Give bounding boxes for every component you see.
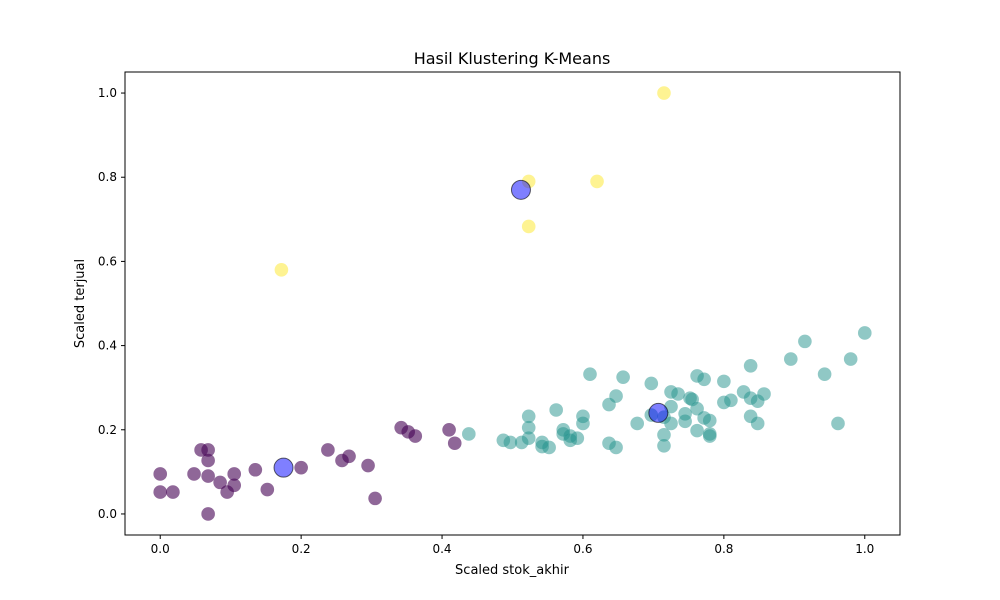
cluster-0-point: [442, 422, 456, 437]
cluster-1-point: [657, 428, 671, 442]
x-tick-label: 0.2: [292, 542, 311, 556]
cluster-1-point: [831, 416, 845, 431]
chart-title: Hasil Klustering K-Means: [414, 49, 611, 68]
y-tick-label: 0.4: [98, 339, 117, 353]
cluster-1-point: [702, 413, 717, 428]
cluster-0-point: [187, 467, 201, 481]
cluster-1-point: [743, 358, 758, 373]
cluster-1-point: [678, 406, 692, 421]
cluster-1-point: [644, 376, 659, 391]
cluster-2-point: [657, 86, 671, 100]
cluster-0-point: [361, 458, 375, 473]
cluster-0-point: [213, 475, 227, 490]
x-tick-label: 1.0: [855, 542, 874, 556]
cluster-0-point: [201, 443, 215, 457]
cluster-0-point: [342, 449, 356, 464]
centroid-point: [510, 179, 531, 200]
cluster-1-point: [521, 409, 536, 424]
cluster-1-point: [798, 334, 812, 349]
y-axis-label: Scaled terjual: [73, 259, 88, 348]
cluster-1-point: [583, 367, 597, 382]
x-tick-label: 0.6: [573, 542, 592, 556]
cluster-2-point: [274, 263, 289, 277]
cluster-1-point: [570, 431, 585, 445]
x-tick-label: 0.8: [714, 542, 733, 556]
cluster-0-point: [166, 485, 180, 499]
cluster-1-point: [657, 438, 671, 453]
cluster-1-point: [857, 326, 872, 340]
cluster-0-point: [227, 478, 242, 493]
cluster-1-point: [750, 416, 765, 431]
plot-area: [125, 72, 900, 535]
cluster-0-point: [153, 485, 168, 499]
y-tick-label: 0.2: [98, 423, 117, 437]
cluster-1-point: [576, 416, 590, 431]
x-tick-label: 0.4: [432, 542, 451, 556]
x-tick-label: 0.0: [151, 542, 170, 556]
cluster-1-point: [783, 352, 798, 366]
cluster-1-point: [609, 440, 623, 455]
y-tick-label: 0.8: [98, 170, 117, 184]
cluster-0-point: [201, 469, 215, 483]
y-tick-label: 0.0: [98, 507, 117, 521]
data-points: [153, 86, 872, 521]
cluster-0-point: [227, 467, 242, 481]
cluster-1-point: [757, 387, 771, 401]
cluster-0-point: [294, 460, 308, 475]
cluster-1-point: [671, 387, 685, 401]
cluster-1-point: [724, 393, 738, 408]
cluster-1-point: [690, 401, 704, 416]
cluster-0-point: [201, 507, 215, 521]
cluster-0-point: [201, 453, 215, 468]
cluster-1-point: [717, 374, 731, 389]
cluster-0-point: [260, 482, 275, 497]
cluster-2-point: [521, 219, 536, 234]
cluster-1-point: [664, 416, 678, 431]
cluster-1-point: [630, 416, 645, 431]
cluster-1-point: [697, 372, 711, 387]
x-axis-ticks: 0.0 0.2 0.4 0.6 0.8 1.0: [151, 535, 874, 556]
cluster-1-point: [616, 370, 630, 384]
cluster-1-point: [843, 352, 858, 366]
cluster-1-point: [462, 427, 476, 441]
cluster-1-point: [702, 429, 717, 443]
y-axis-ticks: 0.0 0.2 0.4 0.6 0.8 1.0: [98, 86, 125, 521]
cluster-1-point: [690, 423, 704, 438]
plot-frame: [124, 71, 901, 536]
cluster-0-point: [447, 436, 462, 451]
centroid-point: [648, 402, 669, 423]
cluster-1-point: [521, 420, 536, 435]
cluster-0-point: [321, 443, 335, 457]
cluster-1-point: [609, 389, 623, 403]
cluster-0-point: [368, 491, 382, 506]
x-axis-label: Scaled stok_akhir: [455, 563, 570, 578]
cluster-1-point: [549, 403, 563, 417]
cluster-1-point: [542, 440, 556, 455]
centroid-point: [273, 457, 294, 478]
y-tick-label: 0.6: [98, 254, 117, 268]
cluster-0-point: [153, 467, 168, 481]
y-tick-label: 1.0: [98, 86, 117, 100]
cluster-0-point: [408, 429, 423, 443]
cluster-0-point: [248, 462, 263, 477]
cluster-1-point: [521, 431, 536, 445]
cluster-2-point: [590, 174, 604, 189]
centroid-points: [273, 179, 669, 478]
cluster-1-point: [503, 435, 518, 450]
cluster-1-point: [817, 367, 832, 382]
